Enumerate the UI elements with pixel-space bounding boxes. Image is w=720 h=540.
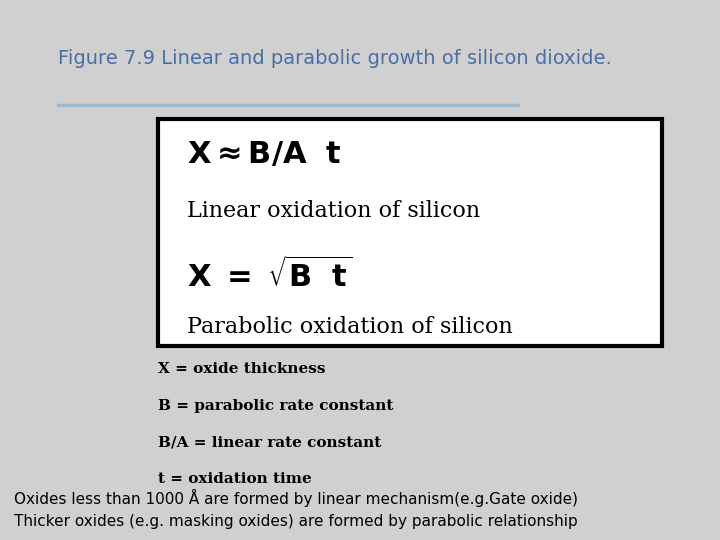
Text: X = oxide thickness: X = oxide thickness [158,362,326,376]
Text: Thicker oxides (e.g. masking oxides) are formed by parabolic relationship: Thicker oxides (e.g. masking oxides) are… [14,514,578,529]
Text: Linear oxidation of silicon: Linear oxidation of silicon [187,200,480,222]
Text: Oxides less than 1000 Å are formed by linear mechanism(e.g.Gate oxide): Oxides less than 1000 Å are formed by li… [14,489,578,507]
Text: Parabolic oxidation of silicon: Parabolic oxidation of silicon [187,316,513,338]
Text: B = parabolic rate constant: B = parabolic rate constant [158,399,394,413]
Text: Figure 7.9 Linear and parabolic growth of silicon dioxide.: Figure 7.9 Linear and parabolic growth o… [58,49,611,68]
FancyBboxPatch shape [158,119,662,346]
Text: $\mathbf{X\ =\ \sqrt{B\ \ t}}$: $\mathbf{X\ =\ \sqrt{B\ \ t}}$ [187,256,353,293]
Text: t = oxidation time: t = oxidation time [158,472,312,486]
Text: $\mathbf{X \approx B/A\ \ t}$: $\mathbf{X \approx B/A\ \ t}$ [187,140,342,170]
Text: B/A = linear rate constant: B/A = linear rate constant [158,435,382,449]
